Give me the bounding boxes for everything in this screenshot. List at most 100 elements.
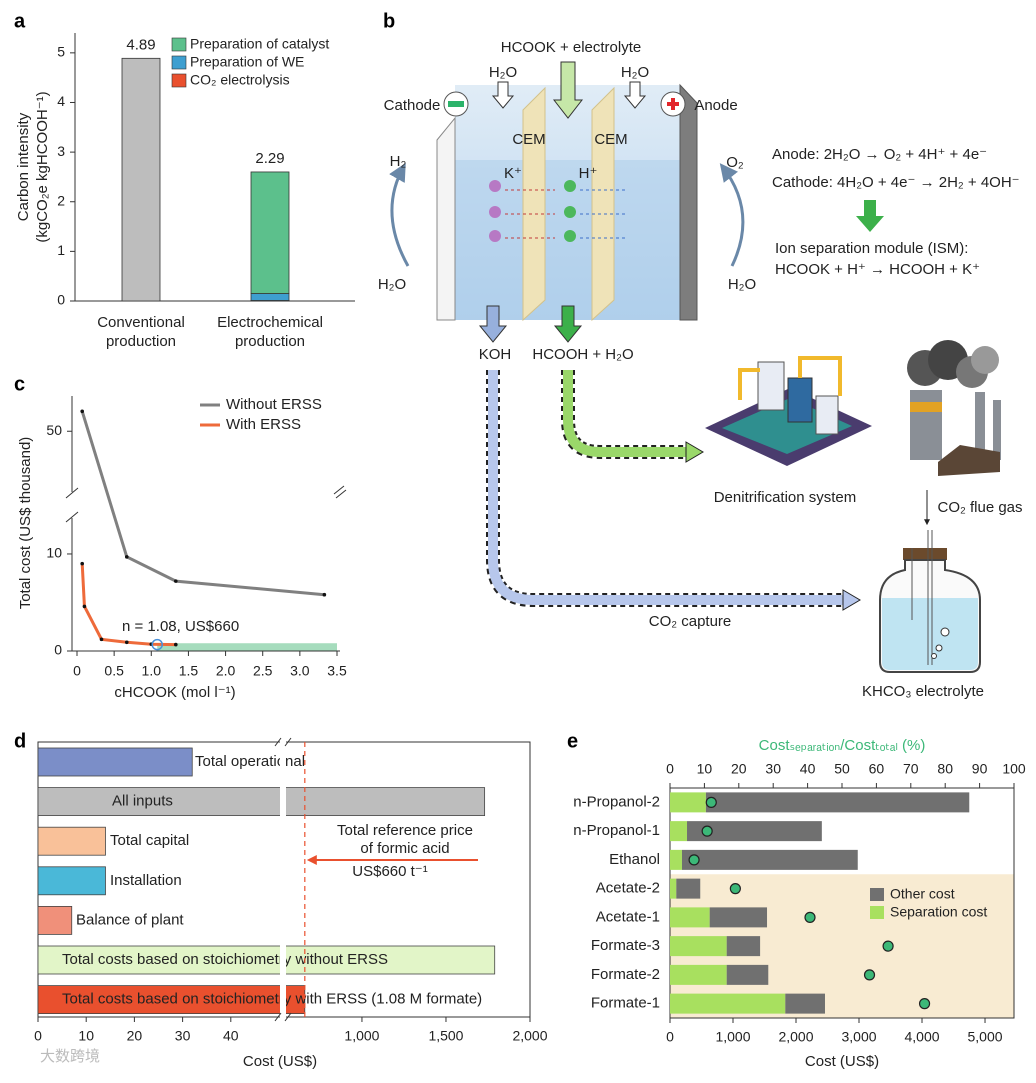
x-tick-label: 3.0: [290, 663, 310, 679]
bar-segment: [706, 792, 969, 812]
ratio-point: [730, 884, 740, 894]
bar-label: All inputs: [112, 793, 173, 810]
legend-swatch: [870, 888, 884, 901]
tank: [816, 396, 838, 434]
x-tick-label: 40: [223, 1028, 239, 1044]
y-axis-label: (kgCO₂e kgHCOOH⁻¹): [34, 91, 51, 242]
water-label: H₂O: [728, 276, 756, 293]
bar-label: Total costs based on stoichiometry with …: [62, 991, 482, 1008]
x-tick-label: 5,000: [967, 1029, 1002, 1045]
x-tick-label: 0: [666, 1029, 674, 1045]
y-tick-label: 50: [46, 422, 62, 438]
denitrification-label: Denitrification system: [714, 489, 857, 506]
legend-label: Separation cost: [890, 904, 987, 920]
denitrification-illustration: [705, 358, 872, 466]
ion: [564, 230, 576, 242]
bar-segment: [670, 965, 727, 985]
data-point: [323, 593, 327, 597]
water-label: H₂O: [489, 64, 517, 81]
x-tick-label: 2,000: [778, 1029, 813, 1045]
data-point: [80, 562, 84, 566]
y-tick-label: 2: [57, 192, 65, 208]
x-tick-label: 0: [34, 1028, 42, 1044]
panel-label: c: [14, 373, 25, 395]
bar-segment: [785, 994, 825, 1014]
highlight-region: [157, 643, 337, 651]
x-tick-label: 2,000: [512, 1028, 547, 1044]
y-tick-label: Formate-2: [591, 966, 660, 983]
x-tick-label: 1.0: [142, 663, 162, 679]
y-tick-label: n-Propanol-1: [573, 822, 660, 839]
bar-segment: [251, 294, 289, 301]
anode-plate: [680, 85, 697, 320]
data-point: [174, 643, 178, 647]
series-line: [82, 411, 324, 594]
ion: [489, 206, 501, 218]
bar-segment: [676, 879, 700, 899]
x-tick-label: 30: [175, 1028, 191, 1044]
bar-label: Total capital: [110, 832, 189, 849]
reaction: Anode: 2H₂O → O₂ + 4H⁺ + 4e⁻: [772, 146, 987, 163]
x-tick-label: 0: [73, 663, 81, 679]
reaction: Cathode: 4H₂O + 4e⁻ → 2H₂ + 4OH⁻: [772, 174, 1020, 191]
building: [938, 445, 1000, 476]
denitrification-pipe-edge: [568, 370, 688, 452]
bar-segment: [670, 850, 682, 870]
x-tick-label: 20: [127, 1028, 143, 1044]
legend-swatch: [172, 74, 186, 87]
category-label-box: Electrochemical production: [195, 313, 345, 357]
output-label: HCOOH + H₂O: [532, 346, 633, 363]
bar: [38, 827, 105, 855]
y-tick-label: Acetate-2: [596, 880, 660, 897]
x2-tick-label: 30: [765, 761, 781, 777]
x2-tick-label: 10: [697, 761, 713, 777]
watermark: 大数跨境: [40, 1047, 100, 1065]
bar-segment: [710, 907, 767, 927]
x2-tick-label: 70: [903, 761, 919, 777]
x-tick-label: 3.5: [327, 663, 347, 679]
denitrification-pipe: [568, 370, 688, 452]
y-tick-label: Formate-3: [591, 937, 660, 954]
ratio-point: [865, 970, 875, 980]
minus-sign: [448, 101, 464, 107]
jar-illustration: [880, 530, 980, 672]
y-tick-label: 1: [57, 242, 65, 258]
ism-label: Ion separation module (ISM):: [775, 240, 968, 257]
panel-label: e: [567, 730, 578, 752]
y-tick-label: 3: [57, 143, 65, 159]
ion-label: H⁺: [579, 165, 598, 182]
panel-label: d: [14, 730, 26, 752]
category-label-box: Conventional production: [66, 313, 216, 357]
legend-label: Without ERSS: [226, 396, 322, 413]
x2-tick-label: 80: [937, 761, 953, 777]
membrane-label: CEM: [512, 131, 545, 148]
reference-value: US$660 t⁻¹: [352, 863, 427, 880]
smoke: [971, 346, 999, 374]
ratio-point: [689, 855, 699, 865]
bar: [38, 788, 485, 816]
flue-gas-label: CO₂ flue gas: [937, 499, 1022, 516]
jar-liquid: [882, 598, 978, 670]
x-tick-label: 1.5: [179, 663, 199, 679]
denitrification-pipe-head: [686, 442, 703, 462]
bar-segment: [670, 879, 676, 899]
x2-tick-label: 60: [869, 761, 885, 777]
x2-tick-label: 100: [1002, 761, 1026, 777]
membrane: [592, 88, 614, 320]
x-tick-label: 4,000: [904, 1029, 939, 1045]
x-tick-label: 2.5: [253, 663, 273, 679]
ism-reaction: HCOOK + H⁺ → HCOOH + K⁺: [775, 261, 980, 278]
ratio-point: [883, 941, 893, 951]
axis-break: [334, 486, 346, 498]
x-tick-label: 10: [78, 1028, 94, 1044]
data-point: [80, 409, 84, 413]
x-tick-label: Electrochemical production: [195, 313, 345, 351]
x-tick-label: 2.0: [216, 663, 236, 679]
bar-segment: [682, 850, 858, 870]
cathode-label: Cathode: [384, 97, 441, 114]
ion: [564, 180, 576, 192]
axis-break-gap: [280, 740, 286, 1019]
legend-label: Preparation of WE: [190, 54, 304, 70]
membrane: [523, 88, 545, 320]
